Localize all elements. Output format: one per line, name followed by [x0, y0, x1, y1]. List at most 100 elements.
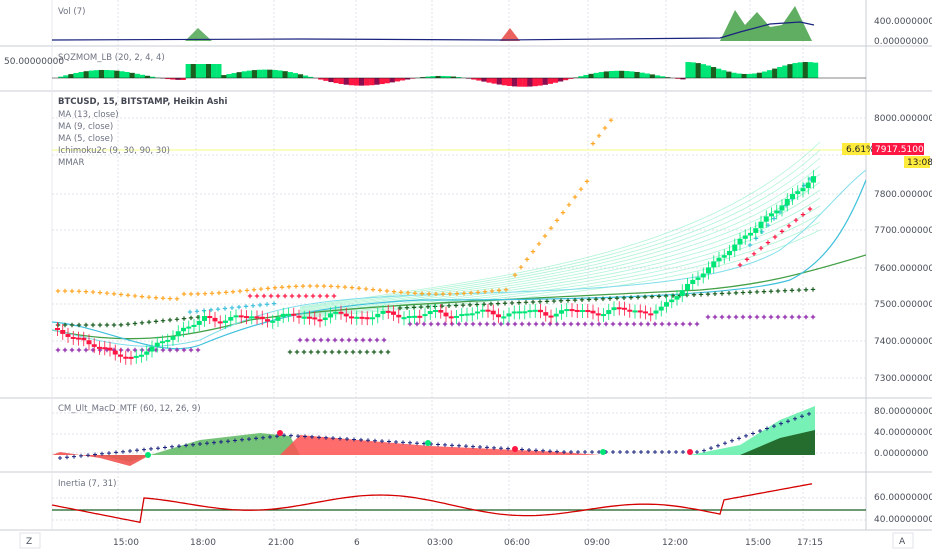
- squeeze-bar: [430, 76, 436, 78]
- candle-body: [706, 267, 711, 274]
- candle-body: [769, 213, 774, 217]
- macd-signal-cross: [443, 442, 447, 447]
- indicator-label[interactable]: MA (5, close): [58, 134, 113, 144]
- ichimoku-cross: [308, 349, 314, 355]
- macd-signal-cross: [464, 444, 468, 449]
- squeeze-bar: [297, 74, 304, 78]
- squeeze-bar: [109, 70, 115, 78]
- macd-area: [740, 430, 815, 455]
- ichimoku-cross: [223, 290, 229, 295]
- ichimoku-cross: [463, 321, 469, 327]
- macd-signal-cross: [373, 438, 377, 443]
- candle-body: [81, 337, 87, 341]
- ichimoku-cross: [201, 308, 207, 313]
- squeeze-bar: [134, 73, 140, 78]
- ichimoku-cross: [364, 349, 370, 355]
- indicator-label[interactable]: MMAR: [58, 158, 84, 168]
- candle-body: [270, 320, 276, 323]
- ichimoku-cross: [250, 303, 256, 308]
- squeeze-bar: [736, 73, 742, 78]
- ichimoku-cross: [384, 288, 390, 294]
- squeeze-bar: [353, 78, 360, 86]
- ichimoku-cross: [342, 284, 348, 290]
- candle-body: [532, 309, 538, 312]
- squeeze-bar: [165, 78, 171, 80]
- candle-body: [217, 321, 223, 324]
- time-axis[interactable]: 15:00 18:00 21:00 6 03:00 06:00 09:00 12…: [113, 538, 823, 548]
- squeeze-bar: [716, 68, 722, 78]
- ichimoku-cross: [652, 321, 658, 327]
- macd-signal-cross: [163, 445, 167, 450]
- ichimoku-cross: [558, 298, 564, 303]
- price-axis[interactable]: 8000.00000000 7800.00000000 7700.0000000…: [874, 114, 932, 384]
- macd-signal-cross: [639, 450, 643, 454]
- time-tick: 15:00: [745, 538, 771, 548]
- macd-signal-cross: [198, 442, 202, 446]
- ichimoku-cross: [691, 292, 697, 297]
- ichimoku-cross: [195, 347, 201, 353]
- macd-histogram: [52, 406, 815, 466]
- candle-body: [249, 316, 255, 319]
- ichimoku-cross: [801, 183, 807, 188]
- candle-body: [312, 317, 318, 320]
- ichimoku-cross: [174, 347, 180, 353]
- percent-text: 6.61%: [846, 145, 875, 155]
- indicator-label[interactable]: Ichimoku2c (9, 30, 90, 30): [58, 146, 170, 156]
- ichimoku-cross: [810, 287, 816, 292]
- ichimoku-cross: [482, 289, 488, 294]
- squeeze-bar: [705, 65, 712, 78]
- macd-signal-cross: [744, 433, 748, 438]
- ichimoku-cross: [536, 241, 542, 246]
- candle-body: [732, 244, 738, 251]
- ma-line: [52, 179, 866, 350]
- macd-signal-cross: [240, 437, 244, 442]
- ichimoku-cross: [55, 322, 61, 328]
- macd-signal-cross: [653, 450, 657, 454]
- candle-body: [585, 310, 591, 313]
- candle-body: [91, 344, 97, 347]
- auto-scale-icon[interactable]: A: [892, 532, 914, 549]
- candle-body: [60, 330, 66, 334]
- ichimoku-cross: [360, 337, 366, 343]
- volume-panel: Vol (7) 400.00000000 0.00000000: [51, 6, 932, 47]
- squeeze-bar: [603, 71, 610, 78]
- ichimoku-cross: [243, 304, 249, 309]
- ichimoku-cross: [160, 318, 166, 323]
- macd-signal-cross: [793, 416, 797, 421]
- ichimoku-cross: [167, 317, 173, 323]
- ichimoku-cross: [442, 321, 448, 327]
- ichimoku-cross: [428, 321, 434, 327]
- inertia-tick: 60.00000000: [874, 493, 932, 503]
- indicator-label[interactable]: MA (9, close): [58, 122, 113, 132]
- candle-body: [459, 314, 465, 317]
- macd-signal-cross: [233, 438, 237, 443]
- indicator-label[interactable]: MA (13, close): [58, 110, 119, 120]
- macd-signal-cross: [401, 440, 405, 445]
- ichimoku-cross: [174, 317, 180, 322]
- ichimoku-cross: [786, 223, 792, 228]
- candle-body: [65, 333, 71, 337]
- candle-body: [422, 314, 428, 317]
- ichimoku-cross: [705, 314, 711, 320]
- ichimoku-cross: [572, 194, 578, 200]
- ichimoku-cross: [287, 349, 293, 355]
- candle-body: [674, 296, 680, 300]
- countdown-badge: [904, 156, 930, 168]
- squeeze-bar: [761, 71, 768, 78]
- squeeze-bar: [634, 71, 640, 78]
- ichimoku-cross: [202, 291, 208, 296]
- ichimoku-cross: [614, 296, 620, 301]
- candle-body: [165, 339, 171, 342]
- candle-body: [716, 257, 722, 262]
- ichimoku-cross: [307, 283, 313, 289]
- ichimoku-cross: [236, 304, 242, 310]
- squeeze-bar: [292, 73, 298, 78]
- timezone-icon[interactable]: Z: [19, 532, 41, 549]
- ichimoku-cross: [209, 291, 215, 296]
- squeeze-bar: [792, 63, 798, 78]
- macd-signal-cross: [730, 438, 734, 443]
- candle-body: [406, 316, 412, 319]
- candle-body: [805, 182, 811, 189]
- squeeze-bar: [440, 75, 446, 78]
